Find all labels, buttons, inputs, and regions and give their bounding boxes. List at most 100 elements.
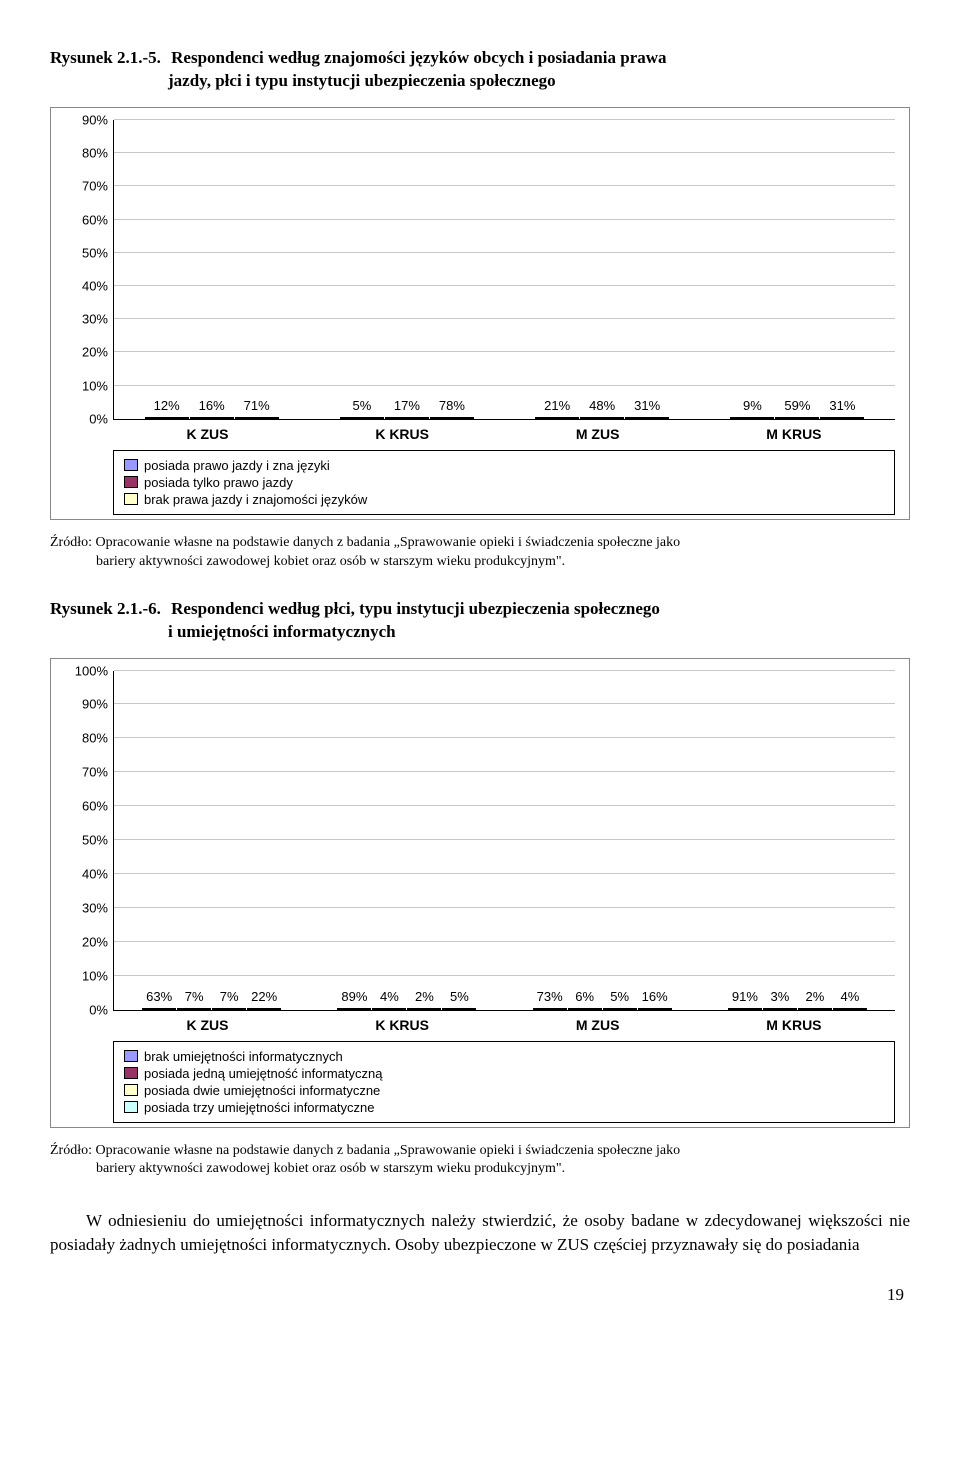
source-2-l1: Źródło: Opracowanie własne na podstawie … <box>50 1143 680 1158</box>
y-tick: 70% <box>66 765 108 780</box>
bar: 16% <box>190 417 234 419</box>
y-tick: 0% <box>66 411 108 426</box>
bar-value-label: 2% <box>415 989 434 1004</box>
figure-1-number: Rysunek 2.1.-5. <box>50 48 161 67</box>
y-tick: 10% <box>66 968 108 983</box>
bar-value-label: 5% <box>352 398 371 413</box>
chart-2-plot: 0%10%20%30%40%50%60%70%80%90%100%63%7%7%… <box>113 671 895 1011</box>
y-tick: 10% <box>66 378 108 393</box>
legend-swatch <box>124 1067 138 1079</box>
bar-value-label: 59% <box>784 398 810 413</box>
y-tick: 50% <box>66 245 108 260</box>
bar-value-label: 91% <box>732 989 758 1004</box>
legend-item: posiada trzy umiejętności informatyczne <box>124 1099 489 1116</box>
y-tick: 60% <box>66 212 108 227</box>
legend-label: posiada tylko prawo jazdy <box>144 475 293 490</box>
page-number: 19 <box>50 1285 910 1305</box>
legend-item: posiada jedną umiejętność informatyczną <box>124 1065 489 1082</box>
source-1-l2: bariery aktywności zawodowej kobiet oraz… <box>50 553 910 572</box>
legend-item: posiada dwie umiejętności informatyczne <box>124 1082 489 1099</box>
bar-group: 73%6%5%16% <box>533 1008 672 1010</box>
x-category-label: M ZUS <box>576 1017 620 1033</box>
bar: 4% <box>833 1008 867 1010</box>
y-tick: 100% <box>66 663 108 678</box>
bar-value-label: 73% <box>537 989 563 1004</box>
bar: 17% <box>385 417 429 419</box>
legend-label: posiada jedną umiejętność informatyczną <box>144 1066 382 1081</box>
y-tick: 20% <box>66 345 108 360</box>
source-1-l1: Źródło: Opracowanie własne na podstawie … <box>50 535 680 550</box>
legend-swatch <box>124 1101 138 1113</box>
bar-value-label: 9% <box>743 398 762 413</box>
bars-container: 12%16%71%5%17%78%21%48%31%9%59%31% <box>114 120 895 419</box>
figure-1-title: Rysunek 2.1.-5. Respondenci według znajo… <box>50 47 910 93</box>
bar-value-label: 5% <box>450 989 469 1004</box>
bar: 59% <box>775 417 819 419</box>
bar: 89% <box>337 1008 371 1010</box>
bar: 6% <box>568 1008 602 1010</box>
bar-value-label: 22% <box>251 989 277 1004</box>
bar: 48% <box>580 417 624 419</box>
legend-swatch <box>124 1084 138 1096</box>
bar: 4% <box>372 1008 406 1010</box>
bars-container: 63%7%7%22%89%4%2%5%73%6%5%16%91%3%2%4% <box>114 671 895 1010</box>
bar-group: 89%4%2%5% <box>337 1008 476 1010</box>
x-category-label: M KRUS <box>766 426 821 442</box>
figure-1-title-l2: jazdy, płci i typu instytucji ubezpiecze… <box>168 71 556 90</box>
x-category-label: K KRUS <box>375 1017 429 1033</box>
bar-value-label: 78% <box>439 398 465 413</box>
chart-1-plot: 0%10%20%30%40%50%60%70%80%90%12%16%71%5%… <box>113 120 895 420</box>
bar: 73% <box>533 1008 567 1010</box>
bar-value-label: 31% <box>634 398 660 413</box>
bar-value-label: 63% <box>146 989 172 1004</box>
chart-1-xaxis: K ZUSK KRUSM ZUSM KRUS <box>113 426 895 442</box>
y-tick: 80% <box>66 146 108 161</box>
bar: 63% <box>142 1008 176 1010</box>
y-tick: 40% <box>66 866 108 881</box>
chart-2: 0%10%20%30%40%50%60%70%80%90%100%63%7%7%… <box>50 658 910 1128</box>
bar-group: 21%48%31% <box>535 417 669 419</box>
bar: 2% <box>798 1008 832 1010</box>
bar-value-label: 71% <box>244 398 270 413</box>
x-category-label: K ZUS <box>186 426 228 442</box>
legend-swatch <box>124 1050 138 1062</box>
y-tick: 70% <box>66 179 108 194</box>
bar-value-label: 31% <box>829 398 855 413</box>
chart-2-source: Źródło: Opracowanie własne na podstawie … <box>50 1142 910 1180</box>
legend-item: posiada tylko prawo jazdy <box>124 474 489 491</box>
bar: 22% <box>247 1008 281 1010</box>
chart-2-xaxis: K ZUSK KRUSM ZUSM KRUS <box>113 1017 895 1033</box>
bar: 31% <box>625 417 669 419</box>
body-paragraph: W odniesieniu do umiejętności informatyc… <box>50 1209 910 1257</box>
figure-2-title-l1: Respondenci według płci, typu instytucji… <box>171 599 660 618</box>
bar-value-label: 5% <box>610 989 629 1004</box>
legend-item: brak umiejętności informatycznych <box>124 1048 489 1065</box>
bar: 91% <box>728 1008 762 1010</box>
bar: 5% <box>340 417 384 419</box>
bar: 9% <box>730 417 774 419</box>
figure-2-title-l2: i umiejętności informatycznych <box>168 622 396 641</box>
bar-value-label: 16% <box>199 398 225 413</box>
chart-1: 0%10%20%30%40%50%60%70%80%90%12%16%71%5%… <box>50 107 910 520</box>
legend-label: posiada trzy umiejętności informatyczne <box>144 1100 375 1115</box>
bar-group: 9%59%31% <box>730 417 864 419</box>
y-tick: 60% <box>66 799 108 814</box>
y-tick: 20% <box>66 934 108 949</box>
y-tick: 40% <box>66 279 108 294</box>
bar-value-label: 7% <box>185 989 204 1004</box>
legend-item: posiada prawo jazdy i zna języki <box>124 457 489 474</box>
bar: 2% <box>407 1008 441 1010</box>
legend-swatch <box>124 476 138 488</box>
x-category-label: K KRUS <box>375 426 429 442</box>
bar: 71% <box>235 417 279 419</box>
source-2-l2: bariery aktywności zawodowej kobiet oraz… <box>50 1160 910 1179</box>
legend-label: posiada dwie umiejętności informatyczne <box>144 1083 380 1098</box>
bar: 31% <box>820 417 864 419</box>
y-tick: 80% <box>66 731 108 746</box>
bar: 5% <box>603 1008 637 1010</box>
bar-value-label: 48% <box>589 398 615 413</box>
y-tick: 30% <box>66 900 108 915</box>
bar: 12% <box>145 417 189 419</box>
y-tick: 90% <box>66 697 108 712</box>
legend-label: brak prawa jazdy i znajomości języków <box>144 492 367 507</box>
